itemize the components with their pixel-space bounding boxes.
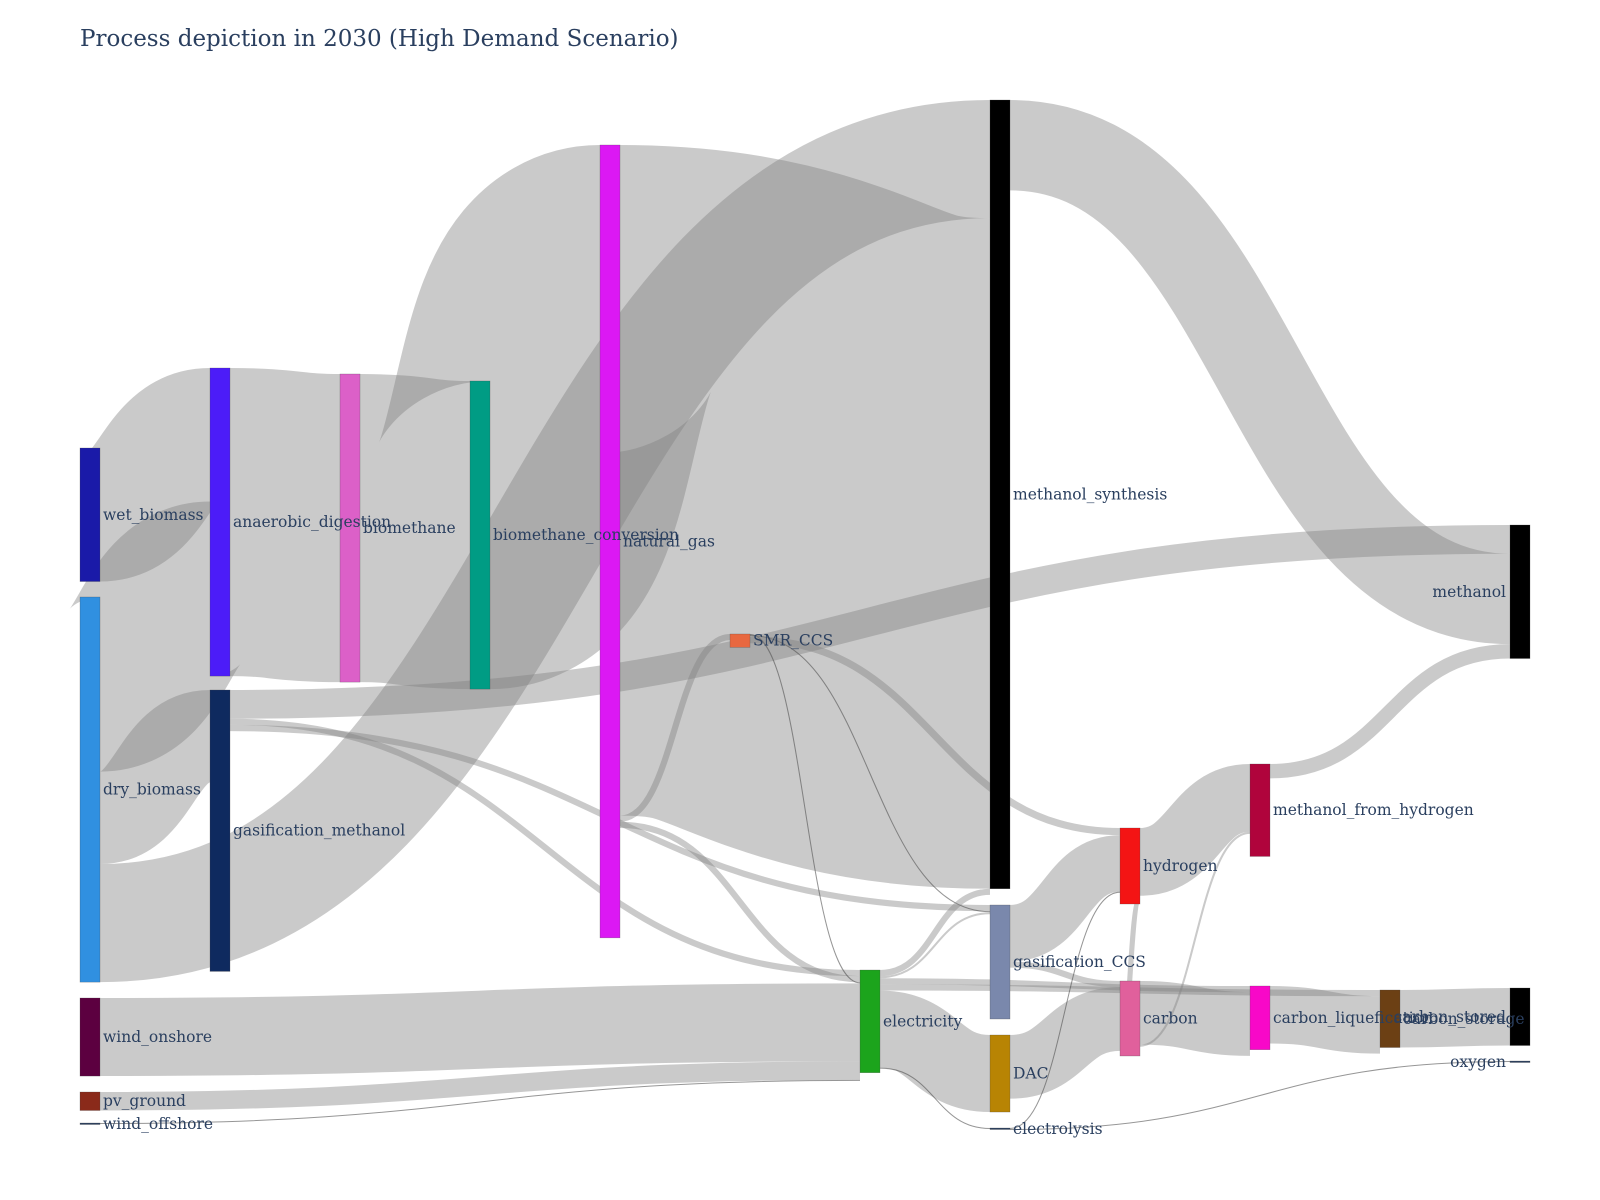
node-carbon_stored[interactable] [1509,987,1531,1046]
node-SMR_CCS[interactable] [729,633,751,648]
link-wet_biomass-to-anaerobic_digestion [85,368,225,582]
link-carbon_storage-to-carbon_stored [1399,988,1511,1048]
node-wind_offshore[interactable] [79,1122,101,1125]
node-dry_biomass[interactable] [79,596,101,983]
link-carbon-to-methanol_from_hydrogen [1139,831,1251,1047]
link-anaerobic_digestion-to-biomethane [228,368,342,683]
node-gasification_CCS[interactable] [989,904,1011,1020]
link-electricity-to-electrolysis [879,1067,991,1130]
node-wet_biomass[interactable] [79,447,101,582]
link-dry_biomass-to-gasification_methanol [95,690,215,865]
link-biomethane_conversion-to-natural_gas [376,145,714,690]
label-methanol_synthesis: methanol_synthesis [1013,485,1167,503]
link-gasification_CCS-to-hydrogen [1007,835,1123,962]
link-carbon_liquefication-to-carbon_storage [1269,986,1381,1054]
link-hydrogen-to-methanol_from_hydrogen [1137,764,1253,896]
label-biomethane: biomethane [363,519,456,537]
link-SMR_CCS-to-hydrogen [749,636,1121,836]
link-biomethane-to-biomethane_conversion [358,374,472,690]
node-methanol_synthesis[interactable] [989,99,1011,889]
sankey-labels: wet_biomass dry_biomass wind_onshore pv_gro… [103,485,1525,1137]
link-electricity-to-methanol_synthesis [879,888,991,977]
label-electrolysis: electrolysis [1013,1120,1103,1138]
node-oxygen[interactable] [1509,1060,1531,1063]
link-natural_gas-to-methanol_synthesis [614,144,996,889]
link-electricity-to-DAC [877,990,993,1113]
link-gasification_CCS-to-carbon [1009,961,1121,988]
node-carbon_storage[interactable] [1379,989,1401,1048]
link-gasification_methanol-to-electricity [229,718,861,977]
link-DAC-to-carbon [1007,987,1123,1099]
label-oxygen: oxygen [1450,1053,1506,1071]
link-SMR_CCS-to-electricity [749,633,861,984]
label-carbon_storage: carbon_storage [1403,1010,1525,1028]
link-electrolysis-to-oxygen [1009,1060,1511,1131]
node-electricity[interactable] [859,969,881,1073]
node-anaerobic_digestion[interactable] [209,367,231,677]
link-natural_gas-to-electricity [619,821,861,983]
link-natural_gas-to-SMR_CCS [619,634,731,822]
link-methanol_from_hydrogen-to-methanol [1269,644,1511,779]
label-electricity: electricity [883,1012,962,1030]
sankey-nodes [79,99,1531,1130]
link-gasification_methanol-to-methanol [229,525,1511,719]
label-pv_ground: pv_ground [103,1092,186,1110]
label-hydrogen: hydrogen [1143,857,1217,875]
node-carbon_liquefication[interactable] [1249,985,1271,1050]
label-gasification_methanol: gasification_methanol [233,822,405,840]
label-natural_gas: natural_gas [623,532,715,550]
label-gasification_CCS: gasification_CCS [1013,953,1146,971]
node-hydrogen[interactable] [1119,827,1141,905]
link-SMR_CCS-to-gasification_CCS [749,635,991,913]
label-carbon: carbon [1143,1009,1198,1027]
label-wet_biomass: wet_biomass [103,506,204,524]
link-wind_offshore-to-electricity [99,1079,861,1125]
node-biomethane[interactable] [339,373,361,683]
link-carbon-to-carbon_liquefication [1139,981,1251,1056]
label-wind_offshore: wind_offshore [103,1115,213,1133]
link-wind_onshore-to-electricity [99,983,861,1077]
node-methanol[interactable] [1509,524,1531,659]
link-dry_biomass-to-methanol_synthesis [98,100,992,983]
node-electrolysis[interactable] [989,1127,1011,1130]
node-DAC[interactable] [989,1034,1011,1113]
label-wind_onshore: wind_onshore [103,1028,212,1046]
label-methanol_from_hydrogen: methanol_from_hydrogen [1273,801,1474,819]
node-wind_onshore[interactable] [79,997,101,1077]
label-DAC: DAC [1013,1065,1048,1083]
node-gasification_methanol[interactable] [209,689,231,972]
label-methanol: methanol [1432,583,1506,601]
label-SMR_CCS: SMR_CCS [753,632,833,650]
label-anaerobic_digestion: anaerobic_digestion [233,513,391,531]
label-carbon_stored: carbon_stored [1394,1008,1506,1026]
link-dry_biomass-to-anaerobic_digestion [66,501,244,772]
label-carbon_liquefication: carbon_liquefication [1273,1009,1433,1027]
link-electricity-to-gasification_CCS [879,912,991,979]
node-carbon[interactable] [1119,980,1141,1057]
label-biomethane_conversion: biomethane_conversion [493,526,679,544]
link-electricity-to-carbon_liquefication [879,978,1251,993]
node-biomethane_conversion[interactable] [469,380,491,690]
node-natural_gas[interactable] [599,144,621,939]
link-pv_ground-to-electricity [99,1061,861,1111]
node-methanol_from_hydrogen[interactable] [1249,763,1271,857]
label-dry_biomass: dry_biomass [103,781,201,799]
link-electrolysis-to-hydrogen [1009,891,1121,1130]
link-methanol_synthesis-to-methanol [1007,100,1513,645]
node-pv_ground[interactable] [79,1091,101,1111]
chart-title: Process depiction in 2030 (High Demand S… [80,26,679,52]
